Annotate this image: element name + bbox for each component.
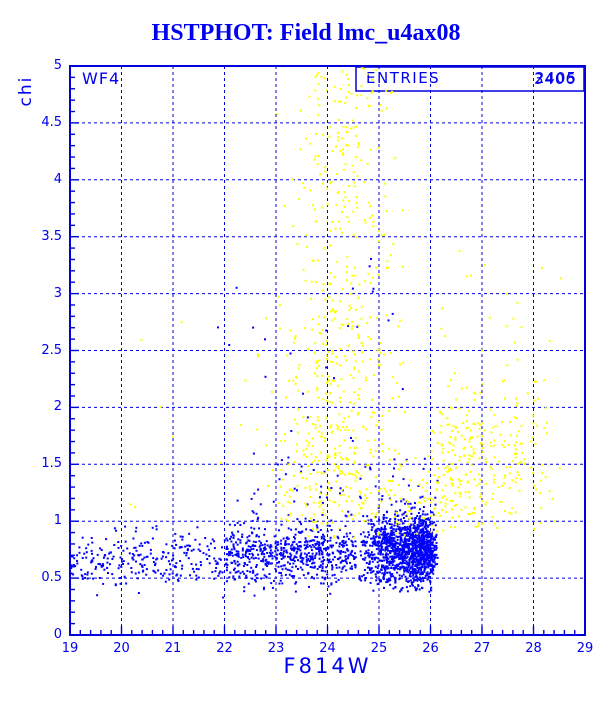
- y-tick-label: 3: [53, 285, 62, 301]
- page-title: HSTPHOT: Field lmc_u4ax08: [151, 20, 461, 46]
- scatter-canvas: [69, 65, 586, 636]
- detector-label: WF4: [82, 69, 121, 88]
- entries-value-second: 3406: [533, 70, 576, 88]
- x-tick-label: 29: [576, 641, 594, 656]
- y-tick-label: 1.5: [41, 456, 62, 472]
- x-tick-label: 27: [473, 641, 491, 656]
- entries-value-first: 2405: [534, 69, 577, 87]
- x-tick-label: 23: [267, 641, 285, 656]
- y-tick-label: 4.5: [41, 114, 62, 130]
- x-tick-label: 26: [422, 641, 439, 656]
- y-tick-label: 5: [53, 58, 62, 73]
- y-tick-label: 3.5: [41, 228, 62, 244]
- scatter-series-blue: [69, 257, 439, 599]
- x-tick-label: 22: [216, 641, 233, 656]
- y-tick-label: 0.5: [41, 570, 62, 586]
- scatter-series-yellow: [129, 67, 562, 539]
- x-tick-label: 25: [370, 641, 388, 656]
- y-tick-label: 0: [53, 627, 62, 642]
- x-tick-label: 21: [164, 641, 182, 656]
- entries-values: 2405 3406: [517, 66, 577, 91]
- stats-box: ENTRIES 2405 3406: [356, 66, 585, 91]
- stats-box-outline: [355, 66, 585, 92]
- x-tick-label: 28: [525, 641, 542, 656]
- y-tick-label: 2: [53, 399, 62, 415]
- y-tick-label: 2.5: [41, 342, 62, 358]
- plot-area: WF4 ENTRIES 2405 3406: [69, 65, 586, 636]
- y-tick-label: 1: [53, 513, 62, 529]
- plot-frame: [69, 65, 586, 636]
- x-tick-label: 20: [113, 641, 130, 656]
- x-axis-label: F814W: [283, 654, 372, 678]
- y-tick-label: 4: [53, 171, 62, 187]
- entries-label: ENTRIES: [366, 69, 441, 87]
- x-tick-label: 24: [319, 641, 336, 656]
- x-tick-label: 19: [61, 641, 79, 656]
